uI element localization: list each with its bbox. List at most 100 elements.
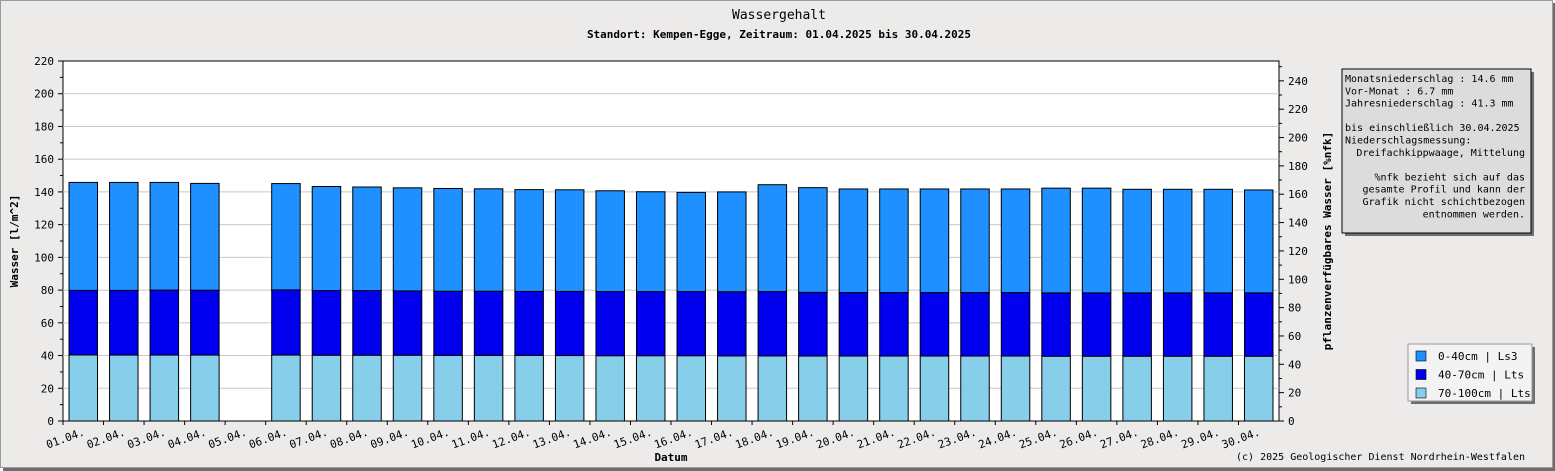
bar-2704-series-2: [1122, 188, 1152, 294]
bar-0104-series-1: [68, 289, 99, 356]
bar-2904-series-2: [1203, 188, 1233, 294]
bar-2404-series-1: [1000, 292, 1031, 357]
y2-tick-label: 80: [1288, 302, 1301, 315]
y2-tick-label: 0: [1288, 415, 1295, 428]
legend-label: 0-40cm | Ls3: [1438, 350, 1517, 363]
x-tick-label: 25.04.: [1017, 426, 1059, 452]
x-tick-label: 27.04.: [1098, 426, 1140, 452]
bar-1104-series-0: [473, 354, 504, 422]
bar-2404-series-2: [1000, 188, 1031, 294]
bar-2004-series-2: [838, 188, 869, 294]
bar-2104-series-0: [879, 355, 909, 422]
y2-tick-label: 160: [1288, 188, 1308, 201]
bar-0704-series-1: [311, 290, 342, 356]
bar-0604-series-1: [271, 289, 301, 356]
bar-1804-series-2: [757, 184, 788, 293]
y2-tick-label: 60: [1288, 330, 1301, 343]
bar-0604-series-2: [271, 183, 301, 291]
x-tick-label: 01.04.: [44, 426, 86, 452]
x-tick-label: 14.04.: [571, 426, 613, 452]
x-tick-label: 18.04.: [734, 426, 776, 452]
bar-0204-series-1: [109, 289, 139, 356]
y-tick-label: 20: [41, 382, 54, 395]
y-tick-label: 40: [41, 350, 54, 363]
x-tick-label: 21.04.: [855, 426, 897, 452]
bar-1104-series-1: [473, 290, 504, 356]
bar-1304-series-1: [554, 290, 585, 357]
chart-subtitle: Standort: Kempen-Egge, Zeitraum: 01.04.2…: [587, 28, 971, 41]
bar-2504-series-1: [1041, 292, 1071, 357]
bar-1304-series-2: [554, 189, 585, 292]
x-axis: 01.04.02.04.03.04.04.04.05.04.06.04.07.0…: [44, 421, 1262, 452]
bar-2304-series-0: [960, 355, 990, 422]
bar-1804-series-0: [757, 355, 788, 422]
bar-2004-series-0: [838, 355, 869, 422]
bar-0804-series-0: [352, 354, 382, 422]
bar-2404-series-0: [1000, 355, 1031, 422]
bar-0804-series-1: [352, 290, 382, 356]
bar-0904-series-2: [392, 187, 423, 292]
y-axis-label: Wasser [l/m^2]: [8, 195, 21, 288]
bar-1704-series-1: [717, 291, 747, 357]
x-tick-label: 12.04.: [490, 426, 532, 452]
y2-tick-label: 120: [1288, 245, 1308, 258]
legend-label: 40-70cm | Lts: [1438, 369, 1524, 382]
bar-1904-series-2: [798, 187, 828, 293]
info-line: gesamte Profil und kann der: [1362, 185, 1525, 196]
y-tick-label: 60: [41, 317, 54, 330]
y-tick-label: 100: [34, 251, 54, 264]
bar-2504-series-0: [1041, 355, 1071, 422]
bar-1404-series-1: [595, 291, 625, 357]
y-tick-label: 160: [34, 153, 54, 166]
bar-2704-series-1: [1122, 292, 1152, 357]
x-tick-label: 10.04.: [409, 426, 451, 452]
x-tick-label: 06.04.: [247, 426, 289, 452]
info-line: entnommen werden.: [1423, 209, 1525, 220]
x-tick-label: 08.04.: [328, 426, 370, 452]
plot-area: [62, 60, 1280, 422]
x-tick-label: 20.04.: [815, 426, 857, 452]
bar-1404-series-0: [595, 355, 625, 422]
bar-2204-series-2: [919, 188, 950, 294]
y2-tick-label: 220: [1288, 103, 1308, 116]
x-tick-label: 11.04.: [450, 426, 492, 452]
x-axis-label: Datum: [654, 451, 687, 464]
bar-0104-series-0: [68, 354, 99, 422]
y-axis-left: 0 20 40 60 80 100 120 140 160 180 200 220: [34, 55, 63, 428]
bar-2804-series-1: [1162, 292, 1193, 357]
x-tick-label: 04.04.: [166, 426, 208, 452]
x-tick-label: 02.04.: [85, 426, 127, 452]
bar-0304-series-2: [149, 181, 180, 291]
y2-tick-label: 100: [1288, 273, 1308, 286]
y-tick-label: 0: [47, 415, 54, 428]
y-tick-label: 80: [41, 284, 54, 297]
bar-2604-series-1: [1081, 292, 1112, 357]
bar-1504-series-1: [635, 291, 666, 357]
chart-title: Wassergehalt: [732, 8, 826, 23]
bar-1604-series-2: [676, 191, 707, 293]
info-line: Grafik nicht schichtbezogen: [1362, 197, 1525, 208]
bar-0404-series-0: [190, 354, 220, 422]
bar-2604-series-2: [1081, 187, 1112, 294]
bar-0104-series-2: [68, 181, 99, 291]
bar-1204-series-1: [514, 290, 544, 356]
y2-tick-label: 240: [1288, 75, 1308, 88]
x-tick-label: 15.04.: [612, 426, 654, 452]
x-tick-label: 30.04.: [1220, 426, 1262, 452]
bar-1504-series-0: [635, 355, 666, 422]
bar-2204-series-1: [919, 292, 950, 357]
bar-1604-series-0: [676, 355, 707, 422]
legend: 0-40cm | Ls3 40-70cm | Lts 70-100cm | Lts: [1407, 343, 1535, 404]
bar-2804-series-0: [1162, 355, 1193, 422]
bar-1004-series-1: [433, 290, 463, 356]
x-tick-label: 28.04.: [1139, 426, 1181, 452]
info-line: Niederschlagsmessung:: [1345, 136, 1471, 147]
y2-tick-label: 180: [1288, 160, 1308, 173]
bar-0804-series-2: [352, 186, 382, 292]
legend-background: [1407, 343, 1533, 402]
y-tick-label: 180: [34, 120, 54, 133]
bar-2104-series-2: [879, 188, 909, 294]
